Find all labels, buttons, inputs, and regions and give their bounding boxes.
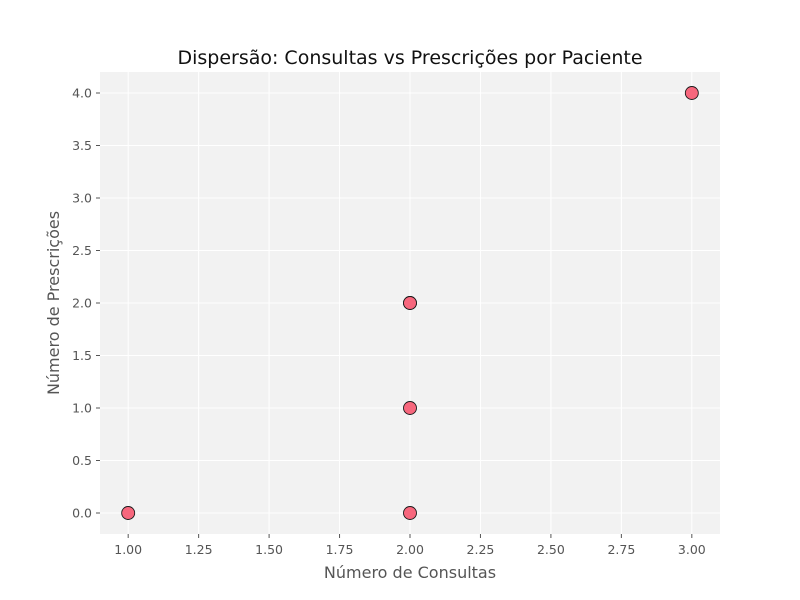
- y-tick-label: 3.0: [72, 191, 92, 206]
- y-tick-label: 0.0: [72, 506, 92, 521]
- y-tick-label: 2.5: [72, 243, 92, 258]
- chart-title: Dispersão: Consultas vs Prescrições por …: [177, 47, 642, 69]
- y-tick-label: 4.0: [72, 86, 92, 101]
- y-axis-label: Número de Prescrições: [44, 211, 63, 395]
- y-tick-label: 1.5: [72, 348, 92, 363]
- x-tick-label: 1.50: [255, 542, 283, 557]
- data-points: [121, 86, 699, 520]
- x-tick-label: 2.25: [467, 542, 495, 557]
- data-point: [403, 506, 417, 520]
- x-axis-label: Número de Consultas: [324, 563, 496, 582]
- x-tick-label: 3.00: [678, 542, 706, 557]
- axis-ticks: 1.00 1.25 1.50 1.75 2.00 2.25 2.50 2.75 3.00 0.0 0…: [72, 86, 706, 558]
- x-tick-label: 2.50: [537, 542, 565, 557]
- x-tick-label: 1.75: [326, 542, 354, 557]
- y-tick-label: 3.5: [72, 138, 92, 153]
- y-tick-label: 0.5: [72, 453, 92, 468]
- data-point: [403, 296, 417, 310]
- data-point: [121, 506, 136, 520]
- x-tick-label: 2.00: [396, 542, 424, 557]
- x-tick-label: 2.75: [607, 542, 635, 557]
- data-point: [684, 86, 699, 100]
- x-tick-label: 1.00: [114, 542, 142, 557]
- y-tick-label: 1.0: [72, 401, 92, 416]
- y-tick-label: 2.0: [72, 296, 92, 311]
- data-point: [403, 401, 417, 415]
- x-tick-label: 1.25: [185, 542, 213, 557]
